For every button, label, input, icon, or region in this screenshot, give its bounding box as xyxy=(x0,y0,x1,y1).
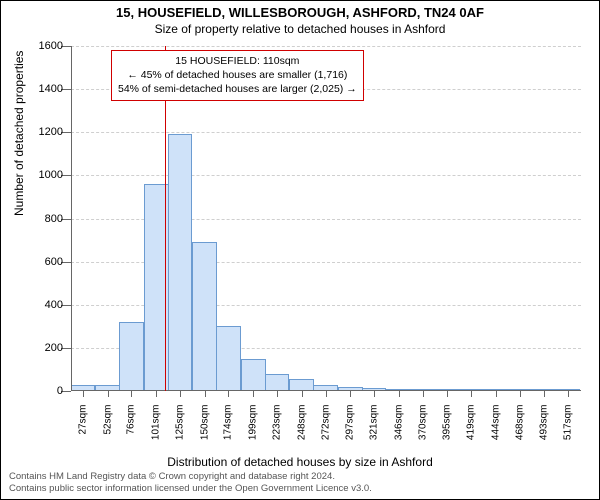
x-tick-label: 223sqm xyxy=(271,405,282,455)
x-tick-label: 76sqm xyxy=(126,405,137,455)
x-tick xyxy=(156,391,157,397)
x-tick-label: 468sqm xyxy=(514,405,525,455)
x-tick-label: 321sqm xyxy=(369,405,380,455)
histogram-bar xyxy=(119,322,144,391)
y-axis-line xyxy=(71,46,72,391)
x-tick xyxy=(180,391,181,397)
annotation-box: 15 HOUSEFIELD: 110sqm ← 45% of detached … xyxy=(111,50,364,101)
y-tick-label: 200 xyxy=(23,342,63,354)
x-tick xyxy=(350,391,351,397)
x-tick xyxy=(277,391,278,397)
histogram-bar xyxy=(216,326,241,391)
y-tick-label: 0 xyxy=(23,385,63,397)
y-tick-label: 600 xyxy=(23,256,63,268)
histogram-bar xyxy=(241,359,266,391)
x-tick-label: 199sqm xyxy=(248,405,259,455)
x-tick-label: 101sqm xyxy=(151,405,162,455)
y-tick-label: 1400 xyxy=(23,83,63,95)
x-tick xyxy=(520,391,521,397)
x-tick-label: 370sqm xyxy=(417,405,428,455)
x-tick xyxy=(374,391,375,397)
annotation-line-2: ← 45% of detached houses are smaller (1,… xyxy=(118,68,357,82)
x-axis-label: Distribution of detached houses by size … xyxy=(1,455,599,469)
y-tick-label: 400 xyxy=(23,299,63,311)
y-tick-label: 1600 xyxy=(23,40,63,52)
x-tick xyxy=(568,391,569,397)
x-tick xyxy=(131,391,132,397)
x-tick-label: 444sqm xyxy=(490,405,501,455)
x-tick xyxy=(83,391,84,397)
x-tick xyxy=(228,391,229,397)
x-tick xyxy=(544,391,545,397)
x-tick xyxy=(399,391,400,397)
x-tick xyxy=(496,391,497,397)
chart-container: 15, HOUSEFIELD, WILLESBOROUGH, ASHFORD, … xyxy=(0,0,600,500)
x-tick xyxy=(471,391,472,397)
footer-line-2: Contains public sector information licen… xyxy=(9,483,372,495)
footer-attribution: Contains HM Land Registry data © Crown c… xyxy=(9,471,372,495)
x-tick-label: 517sqm xyxy=(563,405,574,455)
x-tick-label: 493sqm xyxy=(539,405,550,455)
y-tick-label: 1200 xyxy=(23,126,63,138)
x-tick-label: 150sqm xyxy=(199,405,210,455)
plot-area: 15 HOUSEFIELD: 110sqm ← 45% of detached … xyxy=(71,46,581,391)
x-tick xyxy=(205,391,206,397)
histogram-bar xyxy=(265,374,290,391)
x-tick-label: 125sqm xyxy=(174,405,185,455)
y-tick-label: 1000 xyxy=(23,169,63,181)
x-tick-label: 27sqm xyxy=(77,405,88,455)
x-tick xyxy=(253,391,254,397)
histogram-bar xyxy=(168,134,193,391)
chart-subtitle: Size of property relative to detached ho… xyxy=(1,22,599,36)
chart-title: 15, HOUSEFIELD, WILLESBOROUGH, ASHFORD, … xyxy=(1,5,599,20)
annotation-line-3: 54% of semi-detached houses are larger (… xyxy=(118,82,357,96)
footer-line-1: Contains HM Land Registry data © Crown c… xyxy=(9,471,372,483)
x-tick xyxy=(302,391,303,397)
x-tick xyxy=(423,391,424,397)
x-tick-label: 419sqm xyxy=(466,405,477,455)
x-tick-label: 297sqm xyxy=(345,405,356,455)
x-tick-label: 272sqm xyxy=(320,405,331,455)
x-tick-label: 248sqm xyxy=(296,405,307,455)
x-tick-label: 52sqm xyxy=(102,405,113,455)
x-tick-label: 395sqm xyxy=(442,405,453,455)
x-tick xyxy=(326,391,327,397)
histogram-bar xyxy=(192,242,217,391)
x-tick xyxy=(108,391,109,397)
x-tick-label: 346sqm xyxy=(393,405,404,455)
x-tick xyxy=(447,391,448,397)
y-tick-label: 800 xyxy=(23,213,63,225)
annotation-line-1: 15 HOUSEFIELD: 110sqm xyxy=(118,54,357,68)
x-tick-label: 174sqm xyxy=(223,405,234,455)
